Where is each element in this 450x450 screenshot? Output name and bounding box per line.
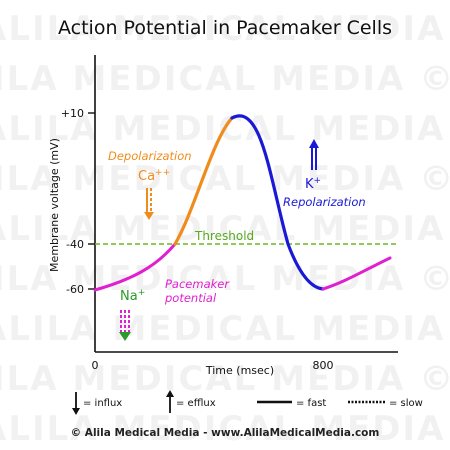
sodium-ion-label: Na+ — [120, 288, 145, 304]
influx-arrow-icon — [72, 392, 80, 415]
pacemaker-phase-curve-2 — [321, 256, 392, 291]
watermark-row-7: ALILA MEDICAL MEDIA © ALILA MEDICAL MEDI… — [0, 309, 450, 349]
x-tick-label-0: 0 — [92, 359, 99, 372]
watermark-row-5: ALILA MEDICAL MEDIA © ALILA MEDICAL MEDI… — [0, 209, 450, 249]
repolarization-phase-curve — [230, 114, 325, 291]
diagram-title: Action Potential in Pacemaker Cells — [58, 17, 392, 39]
axes: +10 -40 -60 0 800 Time (msec) Membrane v… — [48, 55, 398, 377]
threshold-label: Threshold — [194, 229, 254, 243]
y-tick-label-plus10: +10 — [61, 107, 84, 120]
depolarization-label: Depolarization — [108, 149, 192, 163]
pacemaker-label-line-2: potential — [164, 291, 217, 305]
watermark-row-1: ALILA MEDICAL MEDIA © ALILA MEDICAL MEDI… — [0, 9, 450, 49]
x-tick-label-800: 800 — [313, 359, 334, 372]
credit-line: © Alila Medical Media - www.AlilaMedical… — [71, 427, 380, 439]
action-potential-curve — [93, 114, 392, 292]
watermark: ALILA MEDICAL MEDIA © ALILA MEDICAL MEDI… — [0, 9, 450, 449]
legend-fast: = fast — [296, 398, 326, 409]
repolarization-annotation: K+ Repolarization — [283, 139, 366, 209]
pacemaker-label-line-1: Pacemaker — [165, 277, 230, 291]
y-tick-label-minus40: -40 — [66, 238, 84, 251]
efflux-arrow-icon — [166, 390, 174, 413]
watermark-row-9: ALILA MEDICAL MEDIA © ALILA MEDICAL MEDI… — [0, 409, 450, 449]
legend-influx: = influx — [83, 398, 122, 409]
calcium-influx-slow-arrow-icon — [144, 188, 154, 220]
potassium-ion-label: K+ — [305, 176, 321, 192]
depolarization-annotation: Depolarization Ca++ — [108, 149, 192, 220]
pacemaker-annotation: Na+ Pacemaker potential — [119, 277, 230, 341]
legend-efflux: = efflux — [176, 398, 216, 409]
legend: = influx = efflux = fast = slow — [72, 390, 423, 415]
watermark-row-2: ALILA MEDICAL MEDIA © ALILA MEDICAL MEDI… — [0, 59, 450, 99]
legend-slow: = slow — [389, 398, 423, 409]
y-tick-label-minus60: -60 — [66, 283, 84, 296]
watermark-row-8: ALILA MEDICAL MEDIA © ALILA MEDICAL MEDI… — [0, 359, 450, 399]
x-axis-label: Time (msec) — [205, 364, 274, 377]
potassium-efflux-fast-arrow-icon — [309, 139, 319, 170]
y-axis-label: Membrane voltage (mV) — [48, 138, 61, 272]
calcium-ion-label: Ca++ — [138, 168, 170, 184]
repolarization-label: Repolarization — [283, 195, 366, 209]
depolarization-phase-curve — [173, 116, 234, 246]
pacemaker-phase-curve — [93, 242, 177, 292]
watermark-row-4: ALILA MEDICAL MEDIA © ALILA MEDICAL MEDI… — [0, 159, 450, 199]
sodium-influx-slow-arrow-icon — [119, 310, 131, 341]
